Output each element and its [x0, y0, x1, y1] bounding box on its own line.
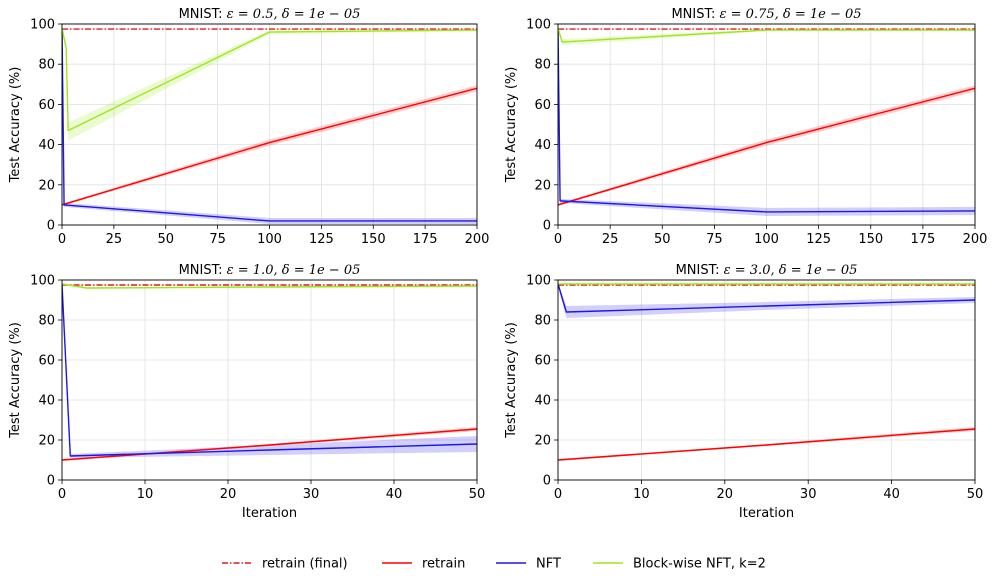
chart-panel-1: 0 25 50 75 100 125 150 175 200 0 20 40 60 80 100 MNIST:… — [8, 7, 489, 247]
series-line-nft — [62, 28, 477, 222]
x-axis-label: Iteration — [242, 506, 297, 521]
y-tick-label: 60 — [38, 98, 55, 113]
y-tick-label: 40 — [38, 138, 55, 153]
x-tick-label: 25 — [106, 232, 123, 247]
y-tick-label: 100 — [526, 18, 551, 33]
x-tick-label: 0 — [554, 232, 562, 247]
x-tick-label: 30 — [800, 487, 817, 502]
x-tick-label: 75 — [209, 232, 226, 247]
chart-title: MNIST: ε = 3.0, δ = 1e − 05 — [676, 263, 858, 278]
series-line-retrain — [558, 87, 975, 206]
legend-item-blockwise: Block-wise NFT, k=2 — [593, 557, 766, 572]
y-axis-label: Test Accuracy (%) — [8, 67, 23, 184]
series-line-blockwise — [558, 27, 975, 43]
x-tick-label: 10 — [137, 487, 154, 502]
y-tick-label: 20 — [38, 434, 55, 449]
x-tick-label: 150 — [858, 232, 883, 247]
y-tick-label: 80 — [534, 58, 551, 73]
legend-label: Block-wise NFT, k=2 — [633, 557, 766, 572]
x-tick-label: 50 — [654, 232, 671, 247]
series-line-nft — [558, 28, 975, 213]
x-tick-label: 40 — [883, 487, 900, 502]
y-tick-label: 0 — [47, 474, 55, 489]
y-tick-label: 40 — [534, 394, 551, 409]
x-axis-label: Iteration — [739, 506, 794, 521]
y-tick-label: 0 — [47, 219, 55, 234]
legend-label: retrain — [422, 557, 465, 572]
y-tick-label: 20 — [38, 178, 55, 193]
legend-label: NFT — [536, 557, 561, 572]
x-tick-label: 0 — [554, 487, 562, 502]
legend-item-nft: NFT — [496, 557, 561, 572]
y-tick-label: 80 — [534, 314, 551, 329]
y-tick-label: 60 — [534, 354, 551, 369]
y-tick-label: 0 — [543, 474, 551, 489]
x-tick-label: 20 — [717, 487, 734, 502]
series-line-retrain — [558, 428, 975, 461]
y-tick-label: 60 — [38, 354, 55, 369]
x-tick-label: 30 — [303, 487, 320, 502]
chart-panel-2: 0 25 50 75 100 125 150 175 200 0 20 40 60 80 100 MNIST:… — [504, 7, 987, 247]
x-tick-label: 100 — [754, 232, 779, 247]
chart-title: MNIST: ε = 1.0, δ = 1e − 05 — [179, 263, 361, 278]
chart-title: MNIST: ε = 0.5, δ = 1e − 05 — [179, 7, 361, 22]
legend-label: retrain (final) — [262, 557, 348, 572]
x-tick-label: 25 — [602, 232, 619, 247]
plot-area — [558, 26, 975, 216]
y-tick-label: 100 — [30, 274, 55, 289]
x-tick-label: 150 — [361, 232, 386, 247]
x-tick-label: 200 — [963, 232, 988, 247]
series-line-retrain — [62, 428, 477, 461]
x-tick-label: 50 — [469, 487, 486, 502]
series-line-nft — [558, 283, 975, 313]
axes-frame — [557, 279, 976, 481]
y-tick-label: 100 — [526, 274, 551, 289]
y-tick-label: 20 — [534, 178, 551, 193]
x-tick-label: 175 — [910, 232, 935, 247]
chart-title: MNIST: ε = 0.75, δ = 1e − 05 — [671, 7, 861, 22]
y-tick-label: 60 — [534, 98, 551, 113]
y-axis-label: Test Accuracy (%) — [8, 322, 23, 439]
axes-frame — [61, 279, 478, 481]
series-line-blockwise — [62, 283, 477, 289]
plot-area — [62, 26, 477, 224]
plot-area — [62, 282, 477, 461]
y-tick-label: 0 — [543, 219, 551, 234]
x-tick-label: 50 — [157, 232, 174, 247]
y-tick-label: 100 — [30, 18, 55, 33]
x-tick-label: 20 — [220, 487, 237, 502]
y-tick-label: 80 — [38, 314, 55, 329]
chart-panel-3: 0 10 20 30 40 50 0 20 40 60 80 100 MNIST: ε = 1.0, δ… — [8, 263, 485, 521]
x-tick-label: 175 — [413, 232, 438, 247]
legend: retrain (final) retrain NFT Block-wise NFT,… — [222, 557, 766, 572]
series-band-nft — [62, 282, 477, 458]
plot-area — [558, 282, 975, 461]
y-axis-label: Test Accuracy (%) — [504, 322, 519, 439]
x-tick-label: 10 — [633, 487, 650, 502]
legend-item-retrain: retrain — [382, 557, 465, 572]
series-line-blockwise — [62, 27, 477, 132]
series-line-retrain — [62, 87, 477, 206]
legend-item-retrain_final: retrain (final) — [222, 557, 348, 572]
y-axis-label: Test Accuracy (%) — [504, 67, 519, 184]
series-line-nft — [62, 283, 477, 457]
y-tick-label: 40 — [534, 138, 551, 153]
series-band-nft — [558, 282, 975, 318]
x-tick-label: 40 — [386, 487, 403, 502]
chart-panel-4: 0 10 20 30 40 50 0 20 40 60 80 100 MNIST: ε = 3.0, δ… — [504, 263, 983, 521]
x-tick-label: 125 — [309, 232, 334, 247]
y-tick-label: 80 — [38, 58, 55, 73]
y-tick-label: 20 — [534, 434, 551, 449]
x-tick-label: 0 — [58, 487, 66, 502]
y-tick-label: 40 — [38, 394, 55, 409]
x-tick-label: 100 — [257, 232, 282, 247]
x-tick-label: 125 — [806, 232, 831, 247]
x-tick-label: 50 — [967, 487, 984, 502]
x-tick-label: 0 — [58, 232, 66, 247]
x-tick-label: 200 — [465, 232, 490, 247]
x-tick-label: 75 — [706, 232, 723, 247]
